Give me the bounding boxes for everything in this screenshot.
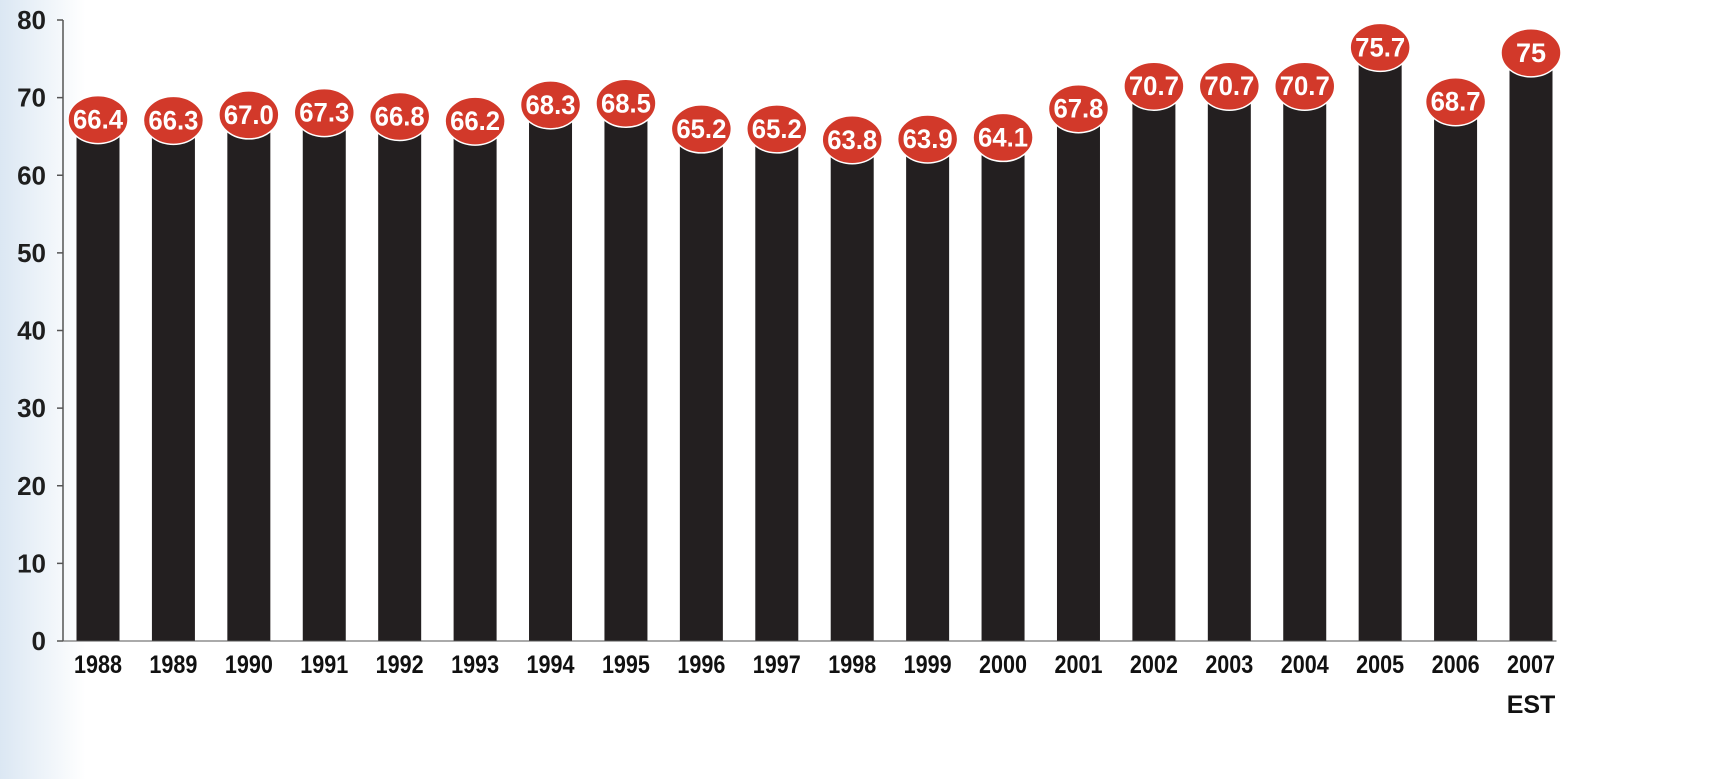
x-tick-sublabel: EST (1507, 691, 1556, 719)
data-label-bubble (595, 78, 657, 129)
x-tick-label: 1989 (149, 651, 197, 679)
bar (679, 134, 723, 641)
data-label: 75.7 (1355, 32, 1405, 62)
data-label-bubble (444, 96, 506, 146)
data-label-bubble (1500, 28, 1562, 78)
x-tick-label: 1997 (753, 651, 801, 679)
data-label-bubble (896, 114, 959, 164)
y-tick-label: 30 (17, 393, 46, 423)
bar (604, 109, 648, 642)
x-tick-label: 2003 (1205, 651, 1253, 679)
bar (76, 125, 120, 641)
data-label-bubble (67, 94, 129, 145)
bar (755, 134, 799, 641)
y-axis: 0 10 20 30 40 50 60 70 80 (17, 5, 64, 656)
data-label-bubble (670, 104, 733, 154)
bar (1509, 58, 1553, 641)
data-label: 68.5 (601, 88, 651, 118)
data-label: 65.2 (752, 114, 802, 144)
data-labels-group: 66.4 66.3 67.0 67.3 66.8 66.2 68.3 68.5 65.2 65.2… (67, 22, 1562, 165)
y-tick-label: 20 (17, 471, 46, 501)
bar (830, 145, 874, 641)
x-tick-label: 2007 (1507, 651, 1555, 679)
data-label-bubble (519, 80, 582, 130)
bar (1283, 92, 1327, 641)
bar (1434, 107, 1478, 641)
data-label: 66.8 (375, 101, 425, 131)
bars-group (76, 53, 1553, 642)
y-tick-label: 60 (17, 160, 46, 190)
x-tick-label: 2006 (1432, 651, 1480, 679)
data-label-bubble (1123, 61, 1185, 111)
data-label: 75 (1516, 38, 1546, 68)
data-label-bubble (1424, 76, 1487, 127)
y-tick-label: 80 (17, 5, 46, 35)
bar (151, 126, 195, 641)
data-label-bubble (218, 90, 280, 140)
data-label: 65.2 (676, 114, 726, 144)
y-tick-label: 10 (17, 548, 46, 578)
bar (1358, 53, 1402, 642)
data-label-bubble (746, 104, 808, 154)
bar (981, 143, 1025, 641)
bar (1207, 92, 1251, 641)
data-label-bubble (293, 87, 356, 138)
data-label: 68.3 (526, 90, 576, 120)
x-tick-label: 1990 (225, 651, 273, 679)
data-label: 67.0 (224, 100, 274, 130)
data-label-bubble (142, 95, 205, 146)
x-tick-label: 1999 (904, 651, 952, 679)
y-tick-label: 40 (17, 316, 46, 346)
bar (1056, 114, 1100, 641)
data-label-bubble (972, 112, 1034, 163)
data-label-bubble (1198, 61, 1261, 111)
data-label: 63.9 (903, 124, 953, 154)
bar (1132, 92, 1176, 641)
x-tick-label: 1988 (74, 651, 122, 679)
data-label: 68.7 (1431, 87, 1481, 117)
x-tick-label: 1995 (602, 651, 650, 679)
data-label-bubble (1047, 83, 1110, 134)
x-tick-label: 2002 (1130, 651, 1178, 679)
x-tick-label: 2004 (1281, 651, 1329, 679)
data-label: 70.7 (1280, 71, 1330, 101)
y-tick-label: 0 (32, 626, 46, 656)
data-label: 66.4 (73, 105, 123, 135)
data-label: 64.1 (978, 122, 1028, 152)
data-label: 67.8 (1053, 94, 1103, 124)
bar (302, 118, 346, 642)
x-tick-label: 1996 (677, 651, 725, 679)
y-tick-label: 50 (17, 238, 46, 268)
data-label-bubble (821, 115, 883, 165)
data-label: 70.7 (1129, 71, 1179, 101)
data-label: 66.2 (450, 106, 500, 136)
bar (378, 122, 422, 642)
x-tick-label: 1998 (828, 651, 876, 679)
x-tick-label: 2001 (1054, 651, 1102, 679)
x-axis: 1988 1989 1990 1991 1992 1993 1994 1995 1996 1997… (63, 640, 1557, 719)
x-tick-label: 2000 (979, 651, 1027, 679)
bar (227, 120, 271, 642)
x-tick-label: 1991 (300, 651, 348, 679)
data-label-bubble (1273, 61, 1336, 111)
data-label-bubble (1349, 22, 1411, 73)
bar (906, 144, 950, 641)
data-label: 63.8 (827, 125, 877, 155)
bar (453, 127, 497, 641)
y-tick-label: 70 (17, 83, 46, 113)
data-label: 67.3 (299, 98, 349, 128)
data-label: 70.7 (1204, 71, 1254, 101)
x-tick-label: 2005 (1356, 651, 1404, 679)
data-label-bubble (368, 91, 431, 142)
x-tick-label: 1994 (527, 651, 575, 679)
bar (529, 110, 573, 642)
x-tick-label: 1992 (376, 651, 424, 679)
data-label: 66.3 (148, 105, 198, 135)
x-tick-label: 1993 (451, 651, 499, 679)
